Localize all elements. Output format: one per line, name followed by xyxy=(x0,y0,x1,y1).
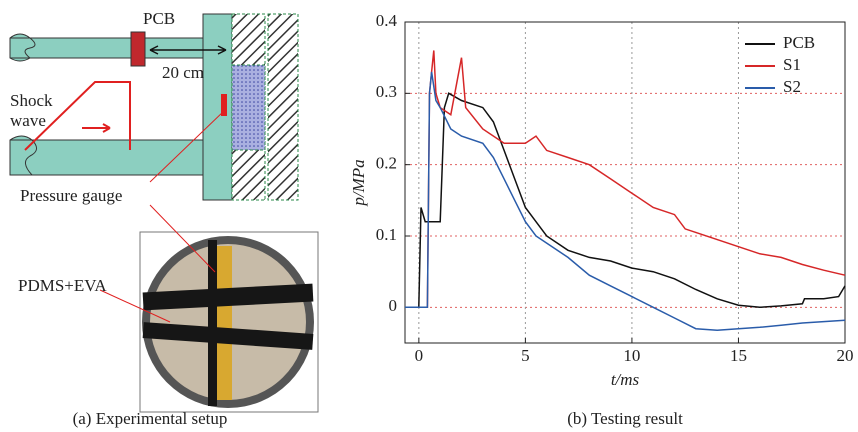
shock-label: Shock xyxy=(10,91,53,110)
shock-arrow xyxy=(82,123,111,133)
gauge-label: Pressure gauge xyxy=(20,186,122,205)
shock-label: wave xyxy=(10,111,46,130)
caption: (b) Testing result xyxy=(567,409,683,428)
y-tick-label: 0.4 xyxy=(376,11,398,30)
x-axis-label: t/ms xyxy=(611,370,640,389)
photo-tape xyxy=(208,240,217,406)
shock-profile xyxy=(24,81,131,151)
photo-tape xyxy=(142,322,314,350)
pcb-sensor xyxy=(130,31,146,67)
flange xyxy=(202,13,233,201)
bottom-tube xyxy=(9,135,206,176)
caption: (a) Experimental setup xyxy=(73,409,228,428)
legend-label: S1 xyxy=(783,55,801,74)
setup-diagram: PCB 20 cm Shock wave Pressure gauge PDMS… xyxy=(9,9,319,428)
y-tick-label: 0 xyxy=(389,296,398,315)
top-tube xyxy=(9,33,206,62)
plot-frame xyxy=(404,21,846,344)
material-label: PDMS+EVA xyxy=(18,276,107,295)
x-tick-label: 10 xyxy=(623,346,640,365)
legend-label: S2 xyxy=(783,77,801,96)
x-tick-label: 20 xyxy=(837,346,854,365)
x-tick-label: 5 xyxy=(521,346,530,365)
x-tick-label: 15 xyxy=(730,346,747,365)
chart: 0 0.1 0.2 0.3 0.4 0 5 10 15 20 PCB S1 S2 t/ms p/MPa (b)… xyxy=(349,11,854,428)
wall xyxy=(267,13,299,201)
y-tick-label: 0.1 xyxy=(376,225,397,244)
y-axis-label: p/MPa xyxy=(349,159,368,206)
pointer xyxy=(149,109,226,183)
pointer xyxy=(99,289,171,323)
gauge xyxy=(221,94,227,116)
pointer xyxy=(149,204,216,273)
distance-label: 20 cm xyxy=(162,63,204,82)
x-tick-label: 0 xyxy=(415,346,424,365)
series-line xyxy=(405,92,846,309)
series-line xyxy=(405,71,846,331)
y-tick-label: 0.3 xyxy=(376,82,397,101)
distance-arrow xyxy=(149,45,227,55)
pcb-label: PCB xyxy=(143,9,175,28)
legend-label: PCB xyxy=(783,33,815,52)
y-tick-label: 0.2 xyxy=(376,154,397,173)
photo-tape xyxy=(142,283,314,311)
sample xyxy=(231,64,266,151)
series-line xyxy=(405,50,846,309)
